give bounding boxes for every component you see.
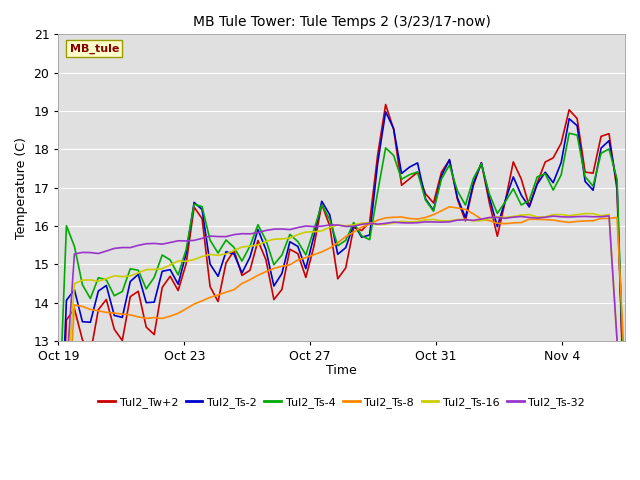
Tul2_Ts-2 [246,254,254,260]
Line: Tul2_Ts-32: Tul2_Ts-32 [58,216,625,480]
Tul2_Tw+2 [190,204,198,210]
Tul2_Ts-4 [374,189,381,195]
Tul2_Ts-4 [565,131,573,136]
Tul2_Ts-8 [621,372,629,377]
Tul2_Ts-8 [246,277,254,283]
Tul2_Ts-2 [374,161,381,167]
Line: Tul2_Ts-2: Tul2_Ts-2 [58,112,625,480]
Tul2_Ts-16 [438,218,445,224]
Tul2_Tw+2 [621,437,629,443]
Tul2_Ts-32 [246,231,254,237]
Tul2_Ts-8 [438,208,445,214]
Tul2_Ts-2 [382,109,390,115]
Tul2_Ts-32 [374,221,381,227]
Tul2_Ts-16 [413,219,421,225]
Tul2_Ts-4 [134,267,142,273]
Tul2_Ts-4 [413,169,421,175]
Tul2_Tw+2 [445,157,453,163]
Tul2_Tw+2 [374,152,381,158]
Tul2_Ts-32 [605,213,613,219]
Text: MB_tule: MB_tule [70,44,119,54]
Tul2_Ts-16 [621,461,629,467]
Line: Tul2_Ts-4: Tul2_Ts-4 [58,133,625,432]
X-axis label: Time: Time [326,364,357,377]
Tul2_Ts-8 [134,314,142,320]
Tul2_Ts-32 [413,220,421,226]
Tul2_Ts-16 [190,257,198,263]
Tul2_Tw+2 [246,267,254,273]
Line: Tul2_Ts-16: Tul2_Ts-16 [58,214,625,480]
Legend: Tul2_Tw+2, Tul2_Ts-2, Tul2_Ts-4, Tul2_Ts-8, Tul2_Ts-16, Tul2_Ts-32: Tul2_Tw+2, Tul2_Ts-2, Tul2_Ts-4, Tul2_Ts… [94,393,589,412]
Tul2_Ts-4 [621,420,629,425]
Tul2_Ts-16 [246,243,254,249]
Tul2_Ts-2 [190,200,198,205]
Tul2_Ts-2 [422,196,429,202]
Tul2_Ts-32 [438,219,445,225]
Tul2_Ts-16 [134,270,142,276]
Tul2_Ts-4 [190,202,198,207]
Title: MB Tule Tower: Tule Temps 2 (3/23/17-now): MB Tule Tower: Tule Temps 2 (3/23/17-now… [193,15,491,29]
Tul2_Ts-32 [190,238,198,243]
Tul2_Ts-8 [445,204,453,210]
Tul2_Ts-2 [134,272,142,277]
Tul2_Ts-8 [190,301,198,307]
Tul2_Ts-4 [54,429,62,435]
Tul2_Ts-4 [246,243,254,249]
Tul2_Ts-2 [621,430,629,435]
Tul2_Ts-8 [374,217,381,223]
Tul2_Ts-8 [413,216,421,222]
Tul2_Ts-32 [134,242,142,248]
Tul2_Tw+2 [422,191,429,197]
Tul2_Tw+2 [134,288,142,294]
Tul2_Ts-32 [621,462,629,468]
Tul2_Ts-4 [438,176,445,182]
Tul2_Ts-2 [445,156,453,162]
Line: Tul2_Ts-8: Tul2_Ts-8 [58,207,625,480]
Line: Tul2_Tw+2: Tul2_Tw+2 [58,105,625,480]
Tul2_Ts-16 [581,211,589,216]
Tul2_Ts-16 [374,222,381,228]
Tul2_Tw+2 [382,102,390,108]
Y-axis label: Temperature (C): Temperature (C) [15,137,28,239]
